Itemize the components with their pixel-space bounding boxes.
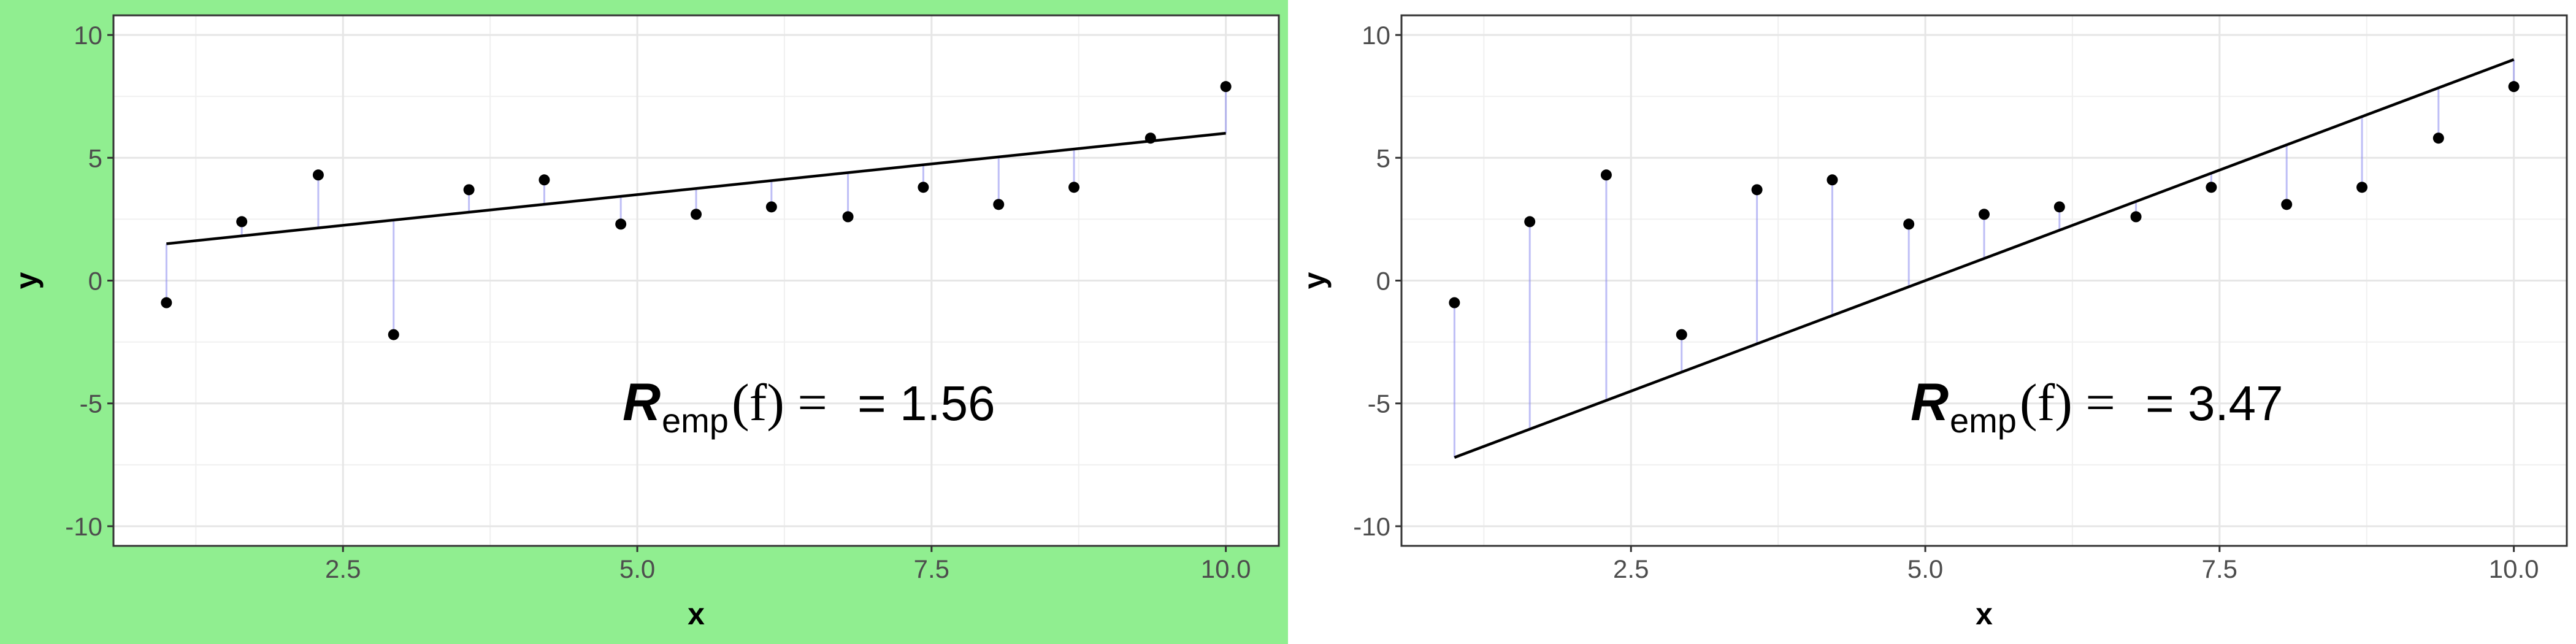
y-tick-label: 0 (88, 267, 102, 296)
fit-line (1454, 58, 2515, 459)
y-axis-title: y (1297, 272, 1332, 289)
data-point (765, 201, 777, 213)
data-point (539, 174, 550, 186)
data-point (2206, 182, 2217, 193)
data-point (2053, 201, 2065, 213)
y-tick-label: 5 (88, 144, 102, 172)
y-tick-label: -10 (65, 512, 102, 541)
x-tick-label: 10.0 (1201, 554, 1251, 583)
data-point (388, 329, 399, 340)
data-point (236, 216, 248, 228)
data-point (1827, 174, 1838, 186)
data-point (2432, 132, 2444, 144)
x-tick-label: 5.0 (619, 554, 655, 583)
annotation-function: (f) = (732, 373, 827, 432)
y-tick-label: 10 (1362, 21, 1390, 50)
fit-line (166, 131, 1226, 245)
data-point (1600, 169, 1612, 181)
annotation-r: R (1911, 373, 1949, 432)
y-axis-title: y (9, 272, 44, 289)
panel-border (1400, 14, 2568, 547)
y-tick-label: -10 (1353, 512, 1390, 541)
y-tick-label: -5 (80, 389, 102, 418)
x-tick-label: 5.0 (1907, 554, 1943, 583)
x-tick-label: 10.0 (2489, 554, 2539, 583)
x-tick-label: 2.5 (325, 554, 361, 583)
chart-panel-right: 2.5 5.0 7.5 10.0 10 5 0 -5 -10 x y R emp (f) = = 3.47 (1297, 14, 2568, 631)
data-point (161, 297, 172, 309)
annotation-subscript: emp (1950, 401, 2017, 440)
data-point (1068, 182, 1080, 193)
data-point (1449, 297, 1460, 309)
y-tick-label: 10 (74, 21, 102, 50)
y-tick-label: 5 (1376, 144, 1390, 172)
data-point (615, 218, 627, 230)
annotation-subscript: emp (662, 401, 729, 440)
data-point (2130, 211, 2142, 223)
y-tick-label: 0 (1376, 267, 1390, 296)
data-point (918, 182, 929, 193)
data-point (691, 209, 702, 220)
data-point (312, 169, 324, 181)
data-point (2281, 199, 2293, 210)
panel-border (112, 14, 1280, 547)
x-tick-label: 7.5 (914, 554, 949, 583)
annotation-value: = 1.56 (857, 376, 995, 431)
y-tick-label: -5 (1368, 389, 1390, 418)
data-point (2508, 81, 2520, 93)
annotation-value: = 3.47 (2145, 376, 2283, 431)
data-point (1903, 218, 1915, 230)
chart-panel-left: 2.5 5.0 7.5 10.0 10 5 0 -5 -10 x y R emp (f) = = 1.56 (0, 0, 1288, 644)
data-point (2356, 182, 2368, 193)
data-point (1676, 329, 1687, 340)
data-point (842, 211, 854, 223)
data-point (1524, 216, 1536, 228)
annotation-function: (f) = (2020, 373, 2115, 432)
x-tick-label: 7.5 (2202, 554, 2237, 583)
x-axis-title: x (688, 597, 705, 631)
annotation-r: R (623, 373, 661, 432)
data-point (1751, 184, 1763, 196)
data-point (1220, 81, 1232, 93)
x-tick-label: 2.5 (1613, 554, 1649, 583)
data-point (1979, 209, 1990, 220)
x-axis-title: x (1976, 597, 1993, 631)
data-point (463, 184, 475, 196)
data-point (993, 199, 1005, 210)
data-point (1144, 132, 1156, 144)
